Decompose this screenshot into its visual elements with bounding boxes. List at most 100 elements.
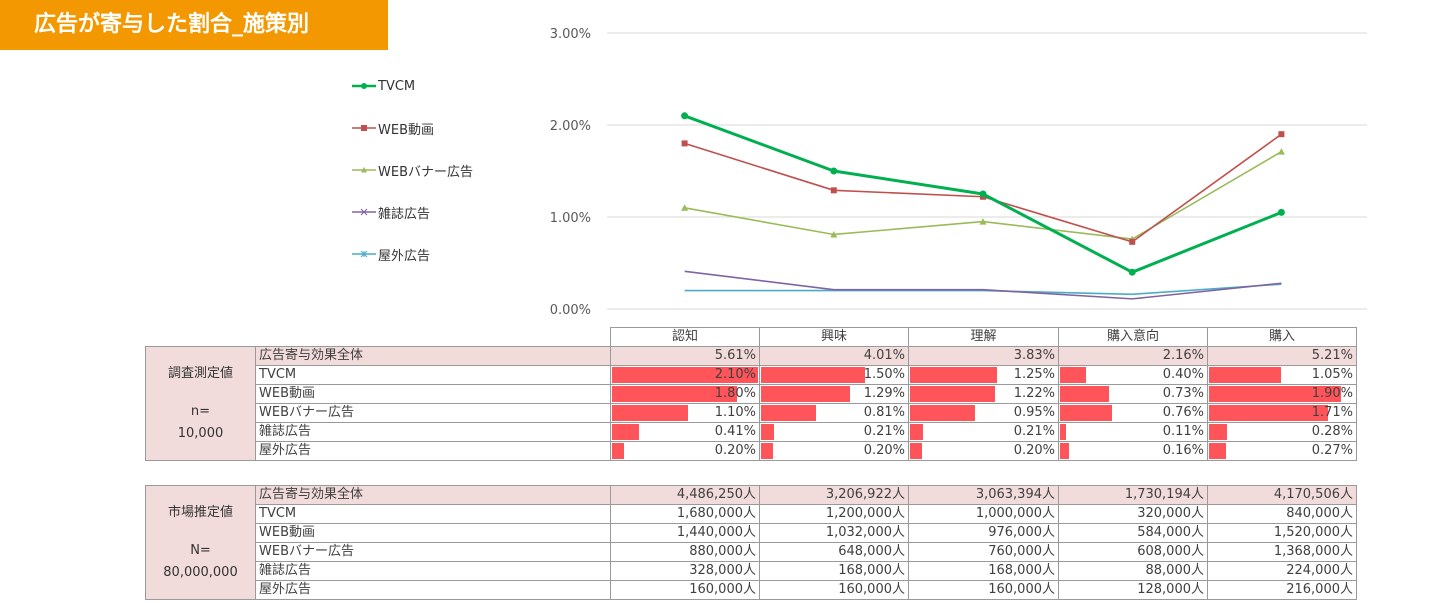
group-label: 市場推定値 xyxy=(167,504,233,520)
data-bar xyxy=(1209,386,1341,402)
data-bar xyxy=(761,424,774,440)
data-bar xyxy=(761,443,774,459)
data-point-marker xyxy=(1278,131,1285,138)
row-name: 屋外広告 xyxy=(255,441,611,461)
table-row: 屋外広告 160,000人 160,000人 160,000人 128,000人 216,… xyxy=(146,580,1357,600)
row-name: 屋外広告 xyxy=(255,580,611,600)
data-cell: 0.28% xyxy=(1207,422,1357,442)
cell-value: 1.50% xyxy=(863,367,905,382)
data-point-marker xyxy=(979,218,987,225)
cell-value: 0.95% xyxy=(1013,405,1055,420)
row-name: TVCM xyxy=(255,504,611,524)
data-bar xyxy=(910,405,976,421)
cell-value: 0.27% xyxy=(1311,443,1353,458)
data-bar xyxy=(612,405,688,421)
column-header: 理解 xyxy=(908,327,1059,347)
cell-value: 1.05% xyxy=(1311,367,1353,382)
data-cell: 1.10% xyxy=(610,403,760,423)
cell-value: 0.20% xyxy=(1013,443,1055,458)
blank-cell xyxy=(256,328,611,347)
cell-value: 0.21% xyxy=(863,424,905,439)
data-cell: 0.40% xyxy=(1058,365,1208,385)
data-cell: 1.29% xyxy=(759,384,909,404)
data-point-marker xyxy=(1277,208,1285,216)
cell-value: 0.73% xyxy=(1162,386,1204,401)
table-row: TVCM 2.10% 1.50% 1.25% 0.40% 1.05% xyxy=(146,365,1357,385)
legend-label: WEB動画 xyxy=(378,122,434,138)
data-bar xyxy=(1209,443,1227,459)
row-name: WEB動画 xyxy=(255,384,611,404)
row-name: 広告寄与効果全体 xyxy=(255,346,611,366)
data-bar xyxy=(910,367,997,383)
data-bar xyxy=(1060,386,1110,402)
cell-value: 648,000人 xyxy=(759,542,909,562)
total-value: 3.83% xyxy=(908,346,1059,366)
data-bar xyxy=(612,443,625,459)
table-row: 雑誌広告 0.41% 0.21% 0.21% 0.11% 0.28% xyxy=(146,422,1357,442)
row-name: WEBバナー広告 xyxy=(255,403,611,423)
cell-value: 1,440,000人 xyxy=(610,523,760,543)
data-cell: 0.95% xyxy=(908,403,1059,423)
data-cell: 0.20% xyxy=(759,441,909,461)
cell-value: 224,000人 xyxy=(1207,561,1357,581)
data-point-marker xyxy=(681,140,688,147)
cell-value: 1,368,000人 xyxy=(1207,542,1357,562)
cell-value: 1.25% xyxy=(1013,367,1055,382)
cell-value: 608,000人 xyxy=(1058,542,1208,562)
legend-item: WEB動画 xyxy=(352,118,434,138)
cell-value: 0.41% xyxy=(714,424,756,439)
data-point-marker xyxy=(1129,238,1136,245)
header-row: 認知 興味 理解 購入意向 購入 xyxy=(146,327,1357,347)
column-header: 購入 xyxy=(1207,327,1357,347)
legend-item: 屋外広告 xyxy=(352,244,430,264)
y-tick-label: 3.00% xyxy=(550,27,591,42)
cell-value: 328,000人 xyxy=(610,561,760,581)
data-bar xyxy=(612,424,639,440)
row-name: 雑誌広告 xyxy=(255,422,611,442)
group-label: 調査測定値 xyxy=(167,365,233,381)
data-cell: 0.11% xyxy=(1058,422,1208,442)
series-line xyxy=(684,283,1282,296)
table-row: WEB動画 1,440,000人 1,032,000人 976,000人 584,000… xyxy=(146,523,1357,543)
cell-value: 0.76% xyxy=(1162,405,1204,420)
data-bar xyxy=(1209,405,1328,421)
row-name: WEBバナー広告 xyxy=(255,542,611,562)
legend-label: WEBバナー広告 xyxy=(378,164,473,180)
legend-label: TVCM xyxy=(378,78,416,94)
cell-value: 1.22% xyxy=(1013,386,1055,401)
legend-label: 雑誌広告 xyxy=(378,206,431,222)
total-row: 調査測定値 n= 10,000 広告寄与効果全体 5.61% 4.01% 3.83% 2.16… xyxy=(145,346,1357,461)
legend-label: 屋外広告 xyxy=(378,248,431,264)
data-bar xyxy=(910,386,995,402)
legend-swatch-icon xyxy=(352,167,376,173)
y-tick-label: 1.00% xyxy=(550,211,591,226)
data-cell: 0.20% xyxy=(908,441,1059,461)
table-row: WEB動画 1.80% 1.29% 1.22% 0.73% 1.90% xyxy=(146,384,1357,404)
cell-value: 1,000,000人 xyxy=(908,504,1059,524)
cell-value: 0.28% xyxy=(1311,424,1353,439)
table-row: WEBバナー広告 880,000人 648,000人 760,000人 608,000人… xyxy=(146,542,1357,562)
population-label: N= xyxy=(190,542,211,558)
cell-value: 0.16% xyxy=(1162,443,1204,458)
data-cell: 0.16% xyxy=(1058,441,1208,461)
legend-item: WEBバナー広告 xyxy=(352,160,473,180)
data-cell: 0.41% xyxy=(610,422,760,442)
data-bar xyxy=(1060,367,1087,383)
cell-value: 160,000人 xyxy=(759,580,909,600)
data-cell: 1.80% xyxy=(610,384,760,404)
total-row: 市場推定値 N= 80,000,000 広告寄与効果全体 4,486,250人 3,206… xyxy=(145,485,1357,600)
row-name: 雑誌広告 xyxy=(255,561,611,581)
y-tick-label: 2.00% xyxy=(550,119,591,134)
data-bar xyxy=(1209,424,1227,440)
total-value: 3,206,922人 xyxy=(759,485,909,505)
data-point-marker xyxy=(681,204,689,211)
data-point-marker xyxy=(1277,148,1285,155)
data-cell: 1.90% xyxy=(1207,384,1357,404)
cell-value: 1.90% xyxy=(1311,386,1353,401)
group-label-cell: 市場推定値 N= 80,000,000 xyxy=(145,485,256,600)
data-cell: 0.76% xyxy=(1058,403,1208,423)
data-cell: 1.22% xyxy=(908,384,1059,404)
data-cell: 2.10% xyxy=(610,365,760,385)
data-point-marker xyxy=(1128,268,1136,276)
data-point-marker xyxy=(830,187,837,194)
